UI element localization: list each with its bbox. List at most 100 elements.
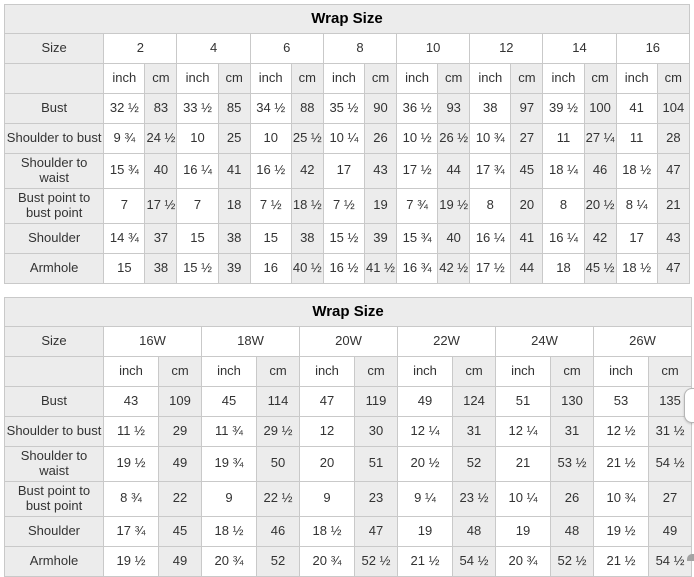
value-cell-inch: 10 ¾ <box>469 123 512 154</box>
value-cell-cm: 43 <box>363 153 398 189</box>
value-cell-cm: 38 <box>290 222 324 254</box>
value-cell-cm: 42 <box>583 222 617 254</box>
unit-header-cell-cm: cm <box>550 355 594 387</box>
value-cell-cm: 38 <box>217 222 251 254</box>
value-cell-cm: 41 <box>510 222 544 254</box>
value-cell-cm: 119 <box>354 385 398 417</box>
edge-panel-handle[interactable] <box>684 388 694 423</box>
value-cell-cm: 51 <box>354 445 398 482</box>
value-cell-inch: 14 ¾ <box>103 222 146 254</box>
value-cell-inch: 7 <box>103 187 146 224</box>
value-cell-cm: 109 <box>158 385 202 417</box>
value-cell-inch: 18 <box>542 252 585 284</box>
value-cell-inch: 11 ½ <box>103 415 159 447</box>
table-title: Wrap Size <box>4 4 690 34</box>
row-label: Shoulder to bust <box>4 415 104 447</box>
value-cell-cm: 50 <box>256 445 300 482</box>
value-cell-cm: 44 <box>510 252 544 284</box>
value-cell-cm: 49 <box>158 545 202 577</box>
measurement-row: Shoulder to bust 9 ¾ 24 ½ 10 25 10 25 ½ 10 ¼ 26 1… <box>3 123 691 154</box>
value-cell-inch: 19 ½ <box>593 515 649 547</box>
size-header-row: Size 16W 18W 20W 22W 24W 26W <box>4 325 693 357</box>
value-cell-inch: 18 ¼ <box>542 153 585 189</box>
unit-header-cell-inch: inch <box>103 63 146 94</box>
value-cell-inch: 34 ½ <box>249 93 292 124</box>
unit-header-cell-cm: cm <box>656 63 691 94</box>
table-title: Wrap Size <box>3 296 693 327</box>
value-cell-cm: 37 <box>144 222 178 254</box>
value-cell-inch: 19 <box>495 515 551 547</box>
unit-header-row: inch cm inch cm inch cm inch cm inch cm inch cm inch… <box>3 63 691 94</box>
value-cell-inch: 8 <box>542 187 585 224</box>
value-cell-inch: 20 ½ <box>397 445 453 482</box>
wrap-size-table-2: Wrap Size Size 16W 18W 20W 22W 24W 26W inch cm inc… <box>3 296 693 577</box>
measurement-row: Bust 43 109 45 114 47 119 49 124 51 130 53 135 <box>4 385 693 417</box>
value-cell-inch: 36 ½ <box>396 93 439 124</box>
value-cell-cm: 31 <box>550 415 594 447</box>
value-cell-cm: 23 <box>354 480 398 517</box>
value-cell-inch: 8 ¾ <box>103 480 159 517</box>
value-cell-inch: 18 ½ <box>201 515 257 547</box>
value-cell-cm: 47 <box>354 515 398 547</box>
value-cell-inch: 38 <box>469 93 512 124</box>
value-cell-inch: 19 ½ <box>103 545 159 577</box>
row-label: Bust point to bust point <box>4 480 104 517</box>
value-cell-cm: 31 ½ <box>647 415 693 447</box>
row-label: Shoulder to waist <box>3 153 105 189</box>
value-cell-inch: 18 ½ <box>615 252 658 284</box>
unit-header-row: inch cm inch cm inch cm inch cm inch cm inch cm <box>4 355 693 387</box>
value-cell-inch: 17 ½ <box>396 153 439 189</box>
value-cell-inch: 15 ¾ <box>103 153 146 189</box>
value-cell-inch: 16 ¼ <box>176 153 219 189</box>
value-cell-inch: 16 ¼ <box>542 222 585 254</box>
value-cell-cm: 97 <box>510 93 544 124</box>
size-header-cell: 18W <box>201 325 300 357</box>
value-cell-cm: 54 ½ <box>452 545 496 577</box>
value-cell-cm: 52 <box>452 445 496 482</box>
value-cell-cm: 46 <box>583 153 617 189</box>
value-cell-cm: 26 <box>550 480 594 517</box>
value-cell-inch: 7 ¾ <box>396 187 439 224</box>
table-title-row: Wrap Size <box>3 296 693 327</box>
value-cell-cm: 23 ½ <box>452 480 496 517</box>
value-cell-cm: 18 ½ <box>290 187 324 224</box>
value-cell-cm: 54 ½ <box>647 445 693 482</box>
value-cell-cm: 38 <box>144 252 178 284</box>
value-cell-inch: 16 ½ <box>322 252 365 284</box>
value-cell-inch: 12 <box>299 415 355 447</box>
table-title-row: Wrap Size <box>4 4 690 34</box>
unit-header-cell-inch: inch <box>322 63 365 94</box>
value-cell-inch: 11 ¾ <box>201 415 257 447</box>
unit-row-spacer <box>4 355 104 387</box>
unit-row-spacer <box>3 63 105 94</box>
value-cell-cm: 52 ½ <box>354 545 398 577</box>
unit-header-cell-cm: cm <box>144 63 178 94</box>
unit-header-cell-inch: inch <box>593 355 649 387</box>
value-cell-inch: 53 <box>593 385 649 417</box>
unit-header-cell-cm: cm <box>437 63 471 94</box>
value-cell-inch: 19 ¾ <box>201 445 257 482</box>
value-cell-inch: 16 ¾ <box>396 252 439 284</box>
measurement-row: Bust 32 ½ 83 33 ½ 85 34 ½ 88 35 ½ 90 36 ½ 93 38 97 39… <box>3 93 691 124</box>
value-cell-cm: 45 <box>158 515 202 547</box>
value-cell-cm: 53 ½ <box>550 445 594 482</box>
value-cell-inch: 10 ¼ <box>495 480 551 517</box>
value-cell-cm: 20 <box>510 187 544 224</box>
value-cell-cm: 47 <box>656 153 691 189</box>
value-cell-cm: 47 <box>656 252 691 284</box>
value-cell-inch: 47 <box>299 385 355 417</box>
row-label: Shoulder <box>4 515 104 547</box>
size-header-cell: 22W <box>397 325 496 357</box>
unit-header-cell-inch: inch <box>615 63 658 94</box>
value-cell-inch: 32 ½ <box>103 93 146 124</box>
unit-header-cell-cm: cm <box>583 63 617 94</box>
value-cell-inch: 33 ½ <box>176 93 219 124</box>
value-cell-inch: 18 ½ <box>299 515 355 547</box>
value-cell-inch: 11 <box>542 123 585 154</box>
value-cell-cm: 114 <box>256 385 300 417</box>
unit-header-cell-inch: inch <box>201 355 257 387</box>
value-cell-cm: 22 ½ <box>256 480 300 517</box>
unit-header-cell-cm: cm <box>510 63 544 94</box>
